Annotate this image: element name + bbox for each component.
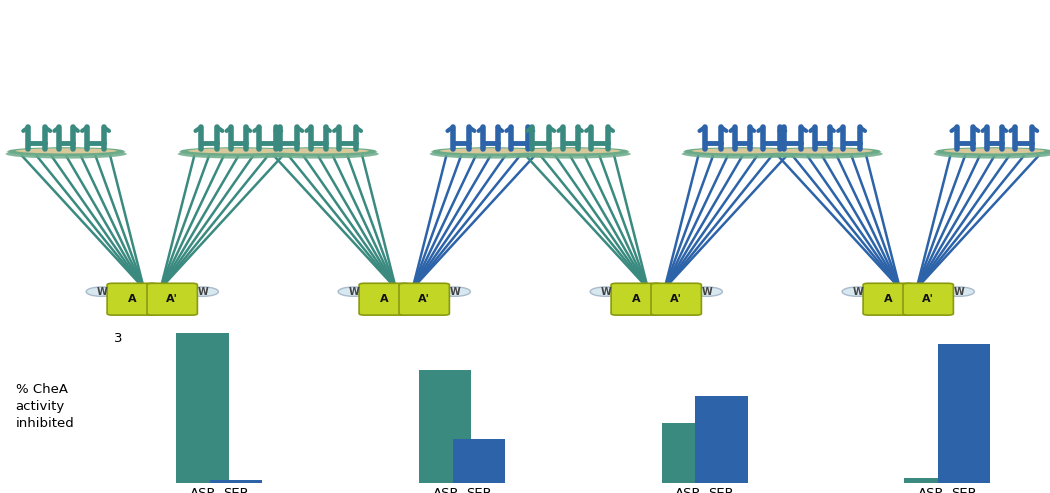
Ellipse shape <box>5 149 127 159</box>
FancyBboxPatch shape <box>399 283 449 315</box>
Text: A': A' <box>166 294 179 304</box>
Ellipse shape <box>691 287 722 296</box>
Text: W: W <box>449 286 460 297</box>
FancyBboxPatch shape <box>107 283 158 315</box>
Ellipse shape <box>944 148 1045 153</box>
Ellipse shape <box>590 287 622 296</box>
Bar <box>453 439 505 483</box>
Ellipse shape <box>509 149 631 159</box>
Ellipse shape <box>188 148 289 153</box>
Ellipse shape <box>685 147 800 154</box>
Ellipse shape <box>681 149 803 159</box>
Ellipse shape <box>429 149 551 159</box>
Text: W: W <box>349 286 359 297</box>
Text: W: W <box>701 286 712 297</box>
Text: A': A' <box>922 294 934 304</box>
Ellipse shape <box>761 149 883 159</box>
Ellipse shape <box>187 287 218 296</box>
Bar <box>938 344 990 483</box>
Ellipse shape <box>684 148 801 156</box>
Ellipse shape <box>511 148 629 156</box>
Ellipse shape <box>268 148 369 153</box>
FancyBboxPatch shape <box>611 283 662 315</box>
Bar <box>662 423 714 483</box>
Text: % CheA
activity
inhibited: % CheA activity inhibited <box>16 383 75 430</box>
Text: A': A' <box>670 294 682 304</box>
Bar <box>176 333 229 483</box>
Ellipse shape <box>936 148 1050 156</box>
Ellipse shape <box>440 148 541 153</box>
Ellipse shape <box>763 148 881 156</box>
Ellipse shape <box>180 148 297 156</box>
Ellipse shape <box>259 148 377 156</box>
Bar <box>695 396 748 483</box>
FancyBboxPatch shape <box>147 283 197 315</box>
Ellipse shape <box>7 148 125 156</box>
Ellipse shape <box>86 287 118 296</box>
Ellipse shape <box>937 147 1050 154</box>
Ellipse shape <box>933 149 1050 159</box>
FancyBboxPatch shape <box>359 283 410 315</box>
Text: A: A <box>380 294 388 304</box>
Text: A: A <box>632 294 640 304</box>
Bar <box>419 370 471 483</box>
FancyBboxPatch shape <box>903 283 953 315</box>
Ellipse shape <box>177 149 299 159</box>
Text: 0 Tar : 3 Tsr: 0 Tar : 3 Tsr <box>870 332 946 345</box>
Text: W: W <box>197 286 208 297</box>
Ellipse shape <box>520 148 621 153</box>
Text: A: A <box>884 294 892 304</box>
Ellipse shape <box>943 287 974 296</box>
Bar <box>904 478 957 483</box>
Ellipse shape <box>512 147 628 154</box>
Text: W: W <box>601 286 611 297</box>
Ellipse shape <box>842 287 874 296</box>
Text: W: W <box>853 286 863 297</box>
Ellipse shape <box>439 287 470 296</box>
Text: W: W <box>953 286 964 297</box>
Ellipse shape <box>181 147 296 154</box>
Ellipse shape <box>16 148 117 153</box>
Text: A: A <box>128 294 136 304</box>
Text: 3 Tar : 0 Tsr: 3 Tar : 0 Tsr <box>114 332 190 345</box>
Text: W: W <box>97 286 107 297</box>
Bar <box>210 480 262 483</box>
Ellipse shape <box>260 147 376 154</box>
Ellipse shape <box>338 287 370 296</box>
FancyBboxPatch shape <box>863 283 914 315</box>
Ellipse shape <box>257 149 379 159</box>
Text: 1.15 Tar : 1.85 Tsr: 1.15 Tar : 1.85 Tsr <box>597 332 715 345</box>
Ellipse shape <box>692 148 793 153</box>
Ellipse shape <box>772 148 873 153</box>
Ellipse shape <box>432 148 549 156</box>
Text: A': A' <box>418 294 430 304</box>
Ellipse shape <box>764 147 880 154</box>
FancyBboxPatch shape <box>651 283 701 315</box>
Ellipse shape <box>8 147 124 154</box>
Ellipse shape <box>433 147 548 154</box>
Text: 2 Tar : 1 Tsr: 2 Tar : 1 Tsr <box>366 332 442 345</box>
